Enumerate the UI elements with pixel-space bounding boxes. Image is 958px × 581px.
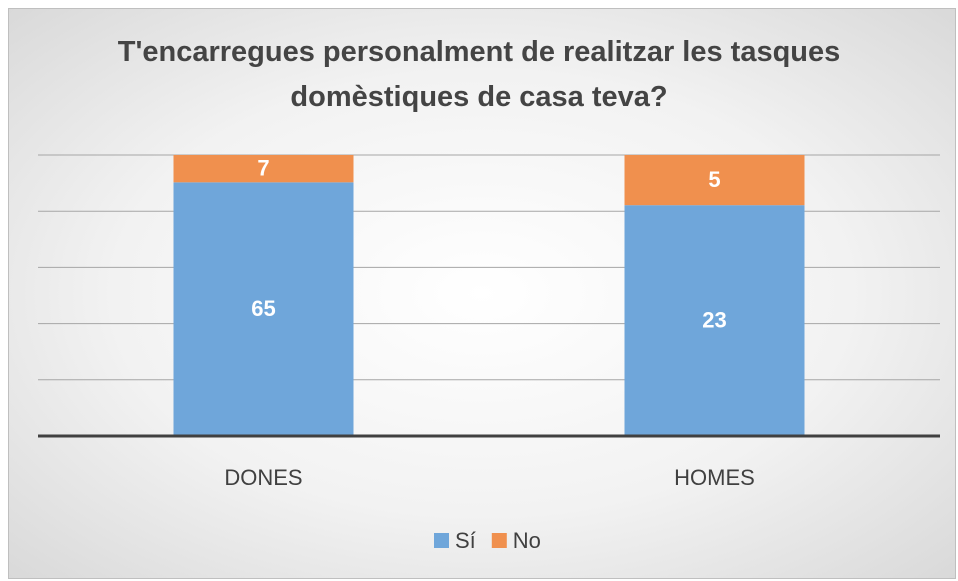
bar-segment bbox=[624, 205, 805, 436]
bar-segment bbox=[173, 182, 354, 436]
x-tick-label: DONES bbox=[224, 465, 302, 490]
x-tick-label: HOMES bbox=[674, 465, 755, 490]
bar-segment bbox=[173, 155, 354, 183]
legend-label: Sí bbox=[455, 528, 476, 553]
data-label: 65 bbox=[251, 296, 275, 321]
bar-segment bbox=[624, 155, 805, 206]
data-label: 7 bbox=[257, 155, 269, 180]
legend-swatch bbox=[434, 533, 449, 548]
legend-swatch bbox=[491, 533, 507, 548]
data-label: 23 bbox=[702, 307, 726, 332]
chart-title: T'encarregues personalment de realitzar … bbox=[117, 36, 841, 113]
legend-label: No bbox=[513, 528, 541, 553]
data-label: 5 bbox=[708, 167, 720, 192]
